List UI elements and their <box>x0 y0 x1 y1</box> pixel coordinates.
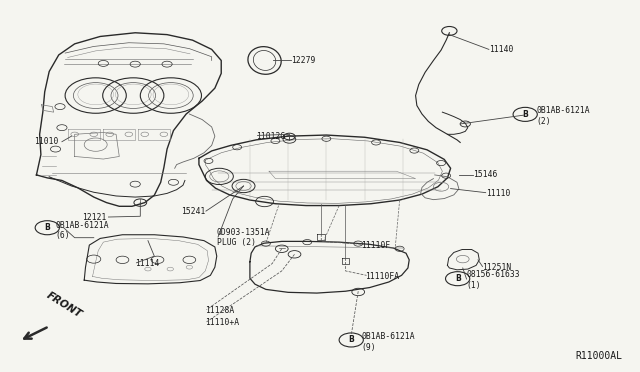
Polygon shape <box>250 241 409 293</box>
Text: 15146: 15146 <box>473 170 497 179</box>
Polygon shape <box>36 33 221 206</box>
Polygon shape <box>199 135 451 206</box>
Text: 11110F: 11110F <box>362 241 390 250</box>
Text: 11110+A: 11110+A <box>205 318 239 327</box>
Text: 11012G: 11012G <box>256 132 285 141</box>
Text: B: B <box>44 223 50 232</box>
Text: 0D903-1351A
PLUG (2): 0D903-1351A PLUG (2) <box>217 228 270 247</box>
Polygon shape <box>84 235 217 284</box>
Text: 08156-61633
(1): 08156-61633 (1) <box>467 270 520 290</box>
Text: B: B <box>455 274 461 283</box>
Text: 11010: 11010 <box>35 137 59 146</box>
Text: 0B1AB-6121A
(2): 0B1AB-6121A (2) <box>537 106 590 125</box>
Text: 11110: 11110 <box>486 189 510 198</box>
Text: 0B1AB-6121A
(9): 0B1AB-6121A (9) <box>362 332 415 352</box>
Text: 0B1AB-6121A
(6): 0B1AB-6121A (6) <box>56 221 109 240</box>
Text: 11140: 11140 <box>489 45 513 54</box>
Text: R11000AL: R11000AL <box>576 352 623 361</box>
Text: B: B <box>348 336 354 344</box>
Text: 12279: 12279 <box>291 56 316 65</box>
Text: 12121: 12121 <box>82 213 106 222</box>
Text: B: B <box>522 110 528 119</box>
Text: 11251N: 11251N <box>483 263 512 272</box>
Text: 11114: 11114 <box>135 259 159 268</box>
Text: FRONT: FRONT <box>45 290 84 320</box>
Text: 15241: 15241 <box>181 207 205 217</box>
Polygon shape <box>447 250 479 270</box>
Text: 11110FA: 11110FA <box>365 272 399 281</box>
Text: 11128A: 11128A <box>205 306 234 315</box>
